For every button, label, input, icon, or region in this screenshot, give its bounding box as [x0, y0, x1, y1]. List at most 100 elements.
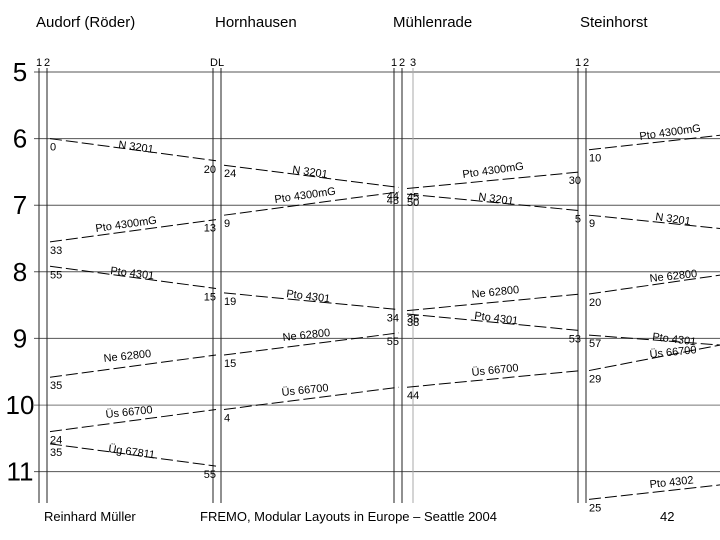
minute-label: 5 [575, 214, 581, 226]
minute-label: 35 [50, 447, 62, 459]
footer-title: FREMO, Modular Layouts in Europe – Seatt… [200, 509, 497, 524]
minute-label: 35 [50, 380, 62, 392]
train-name-label: N 3201 [478, 191, 515, 208]
track-label: 2 [583, 57, 589, 69]
minute-label: 55 [204, 469, 216, 481]
train-name-label: Üs 66700 [649, 344, 697, 361]
minute-label: 24 [50, 435, 62, 447]
train-name-label: Ne 62800 [103, 348, 152, 365]
train-name-label: Pto 4301 [110, 265, 155, 282]
hour-tick-label: 5 [13, 57, 27, 87]
train-path-segment [223, 191, 400, 216]
minute-label: 57 [589, 338, 601, 350]
train-name-label: Üs 66700 [281, 382, 329, 399]
train-path-segment [223, 292, 400, 311]
train-path-segment [588, 344, 720, 372]
train-path-segment [49, 354, 217, 378]
train-path-segment [406, 171, 582, 190]
minute-label: 30 [569, 175, 581, 187]
hour-tick-label: 8 [13, 257, 27, 287]
train-name-label: Pto 4301 [474, 310, 519, 327]
train-path-segment [49, 219, 217, 243]
minute-label: 55 [387, 336, 399, 348]
track-label: 2 [399, 57, 405, 69]
minute-label: 55 [50, 269, 62, 281]
train-name-label: Ne 62800 [649, 268, 698, 285]
minute-label: 20 [589, 297, 601, 309]
train-path-segment [588, 134, 720, 151]
train-name-label: Pto 4300mG [95, 214, 158, 234]
train-path-segment [406, 370, 582, 388]
train-name-label: N 3201 [292, 164, 329, 181]
train-name-label: Üs 66700 [471, 362, 519, 379]
train-name-label: Pto 4302 [649, 474, 694, 491]
minute-label: 35 [407, 314, 419, 326]
train-name-label: Ne 62800 [282, 327, 331, 344]
train-path-segment [588, 334, 720, 346]
minute-label: 13 [204, 223, 216, 235]
minute-label: 20 [204, 164, 216, 176]
train-path-segment [406, 193, 582, 212]
minute-label: 10 [589, 153, 601, 165]
minute-label: 0 [50, 142, 56, 154]
station-name: Steinhorst [580, 14, 648, 31]
minute-label: 38 [407, 317, 419, 329]
train-name-label: N 3201 [655, 211, 692, 228]
track-label: 1 [36, 57, 42, 69]
minute-label: 25 [589, 502, 601, 514]
minute-label: 29 [589, 374, 601, 386]
train-layer [49, 134, 720, 500]
hour-tick-label: 7 [13, 190, 27, 220]
train-name-label: Üs 66700 [105, 404, 153, 421]
minute-label: 19 [224, 296, 236, 308]
train-path-segment [406, 293, 582, 312]
track-label: D [210, 57, 218, 69]
station-name: Hornhausen [215, 14, 297, 31]
train-name-label: Ne 62800 [471, 284, 520, 301]
track-label: 1 [575, 57, 581, 69]
train-name-label: Pto 4301 [652, 331, 697, 348]
minute-label: 53 [569, 334, 581, 346]
train-name-label: Pto 4301 [286, 288, 331, 305]
minute-label: 15 [224, 358, 236, 370]
train-path-segment [588, 214, 720, 230]
minute-label: 44 [387, 190, 399, 202]
train-path-segment [588, 274, 720, 295]
minute-label: 4 [224, 412, 230, 424]
page-number: 42 [660, 509, 675, 524]
train-path-segment [49, 265, 217, 289]
track-label: L [218, 57, 224, 69]
hour-tick-label: 6 [13, 124, 27, 154]
train-path-segment [49, 138, 217, 162]
footer-author: Reinhard Müller [44, 509, 136, 524]
train-name-label: Pto 4300mG [274, 185, 337, 205]
track-label: 2 [44, 57, 50, 69]
track-label: 1 [391, 57, 397, 69]
station-name: Audorf (Röder) [36, 14, 135, 31]
train-name-label: Pto 4300mG [462, 160, 525, 180]
minute-label: 24 [224, 168, 236, 180]
train-path-segment [406, 313, 582, 332]
train-name-label: Pto 4300mG [639, 122, 702, 142]
hour-tick-label: 11 [7, 457, 34, 487]
train-path-segment [588, 484, 720, 500]
minute-label: 48 [387, 195, 399, 207]
train-name-label: N 3201 [118, 139, 155, 156]
minute-label: 45 [407, 192, 419, 204]
hour-tick-label: 9 [13, 323, 27, 353]
minute-label: 15 [204, 291, 216, 303]
minute-label: 33 [50, 245, 62, 257]
minute-label: 9 [224, 218, 230, 230]
train-path-segment [223, 164, 400, 188]
train-name-label: Üg 67811 [108, 443, 156, 461]
station-name: Mühlenrade [393, 14, 472, 31]
train-path-segment [223, 332, 400, 356]
hour-tick-label: 10 [6, 390, 35, 420]
train-path-segment [223, 386, 400, 410]
minute-label: 9 [589, 218, 595, 230]
train-path-segment [49, 408, 217, 433]
